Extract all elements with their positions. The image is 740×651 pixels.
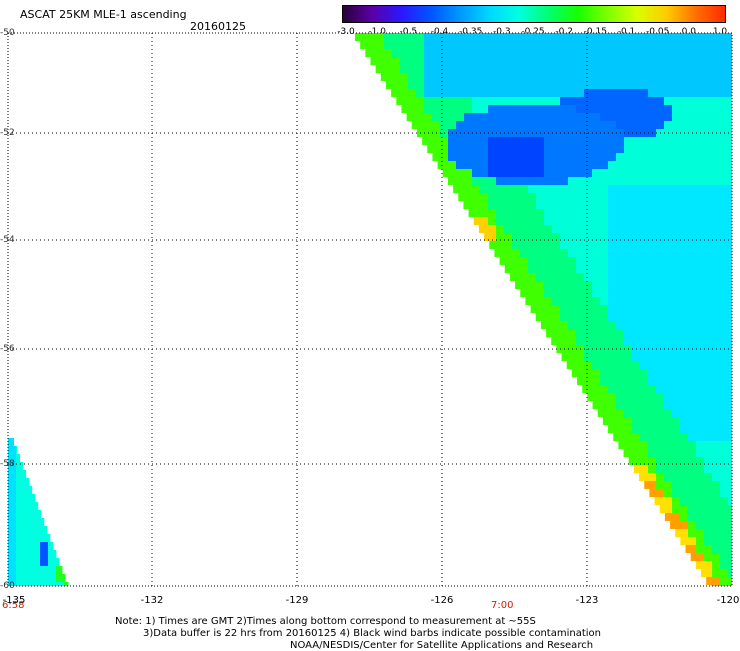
latitude-label: -54: [0, 235, 15, 245]
longitude-label: -126: [431, 595, 454, 606]
latitude-label: -50: [0, 28, 15, 38]
latitude-label: -52: [0, 128, 15, 138]
latitude-label: -60: [0, 581, 15, 591]
longitude-label: -129: [286, 595, 309, 606]
latitude-label: -56: [0, 344, 15, 354]
longitude-label: -132: [141, 595, 164, 606]
longitude-label: -123: [576, 595, 599, 606]
latitude-label: -58: [0, 459, 15, 469]
note-line-3: NOAA/NESDIS/Center for Satellite Applica…: [290, 640, 593, 651]
note-line-1: Note: 1) Times are GMT 2)Times along bot…: [115, 616, 536, 627]
scatterometer-swath: [8, 33, 732, 586]
note-line-2: 3)Data buffer is 22 hrs from 20160125 4)…: [143, 628, 601, 639]
time-label-mid: 7:00: [491, 600, 513, 611]
time-label-start: 6:58: [2, 600, 24, 611]
longitude-label: -120: [717, 595, 740, 606]
